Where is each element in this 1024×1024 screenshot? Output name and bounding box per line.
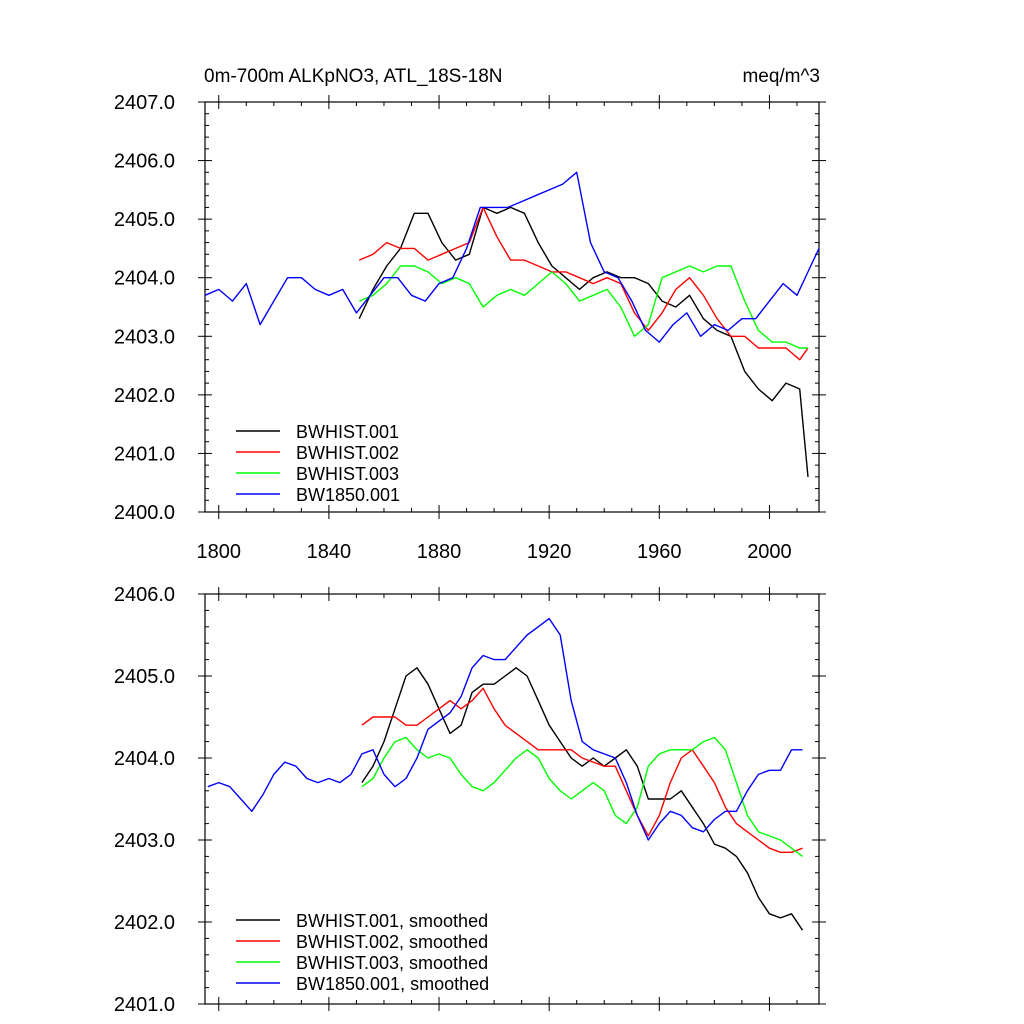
legend-label: BWHIST.001, smoothed — [296, 911, 488, 931]
axis-tick-labels: 2401.0 2402.0 2403.0 2404.0 2405.0 2406.0 — [114, 584, 175, 1016]
x-tick-label: 2000 — [747, 541, 792, 563]
plot-frame — [204, 101, 820, 513]
y-tick-label: 2405.0 — [114, 209, 175, 231]
series-lines — [204, 171, 820, 477]
legend-label: BWHIST.001 — [296, 422, 399, 442]
series-lines — [207, 617, 804, 931]
y-tick-label: 2406.0 — [114, 584, 175, 606]
y-tick-label: 2406.0 — [114, 151, 175, 173]
units-label: meq/m^3 — [742, 66, 820, 87]
y-tick-label: 2402.0 — [114, 385, 175, 407]
y-tick-label: 2403.0 — [114, 830, 175, 852]
y-tick-label: 2400.0 — [114, 502, 175, 524]
y-tick-label: 2401.0 — [114, 994, 175, 1016]
x-tick-label: 1800 — [197, 541, 242, 563]
plot-frame — [204, 593, 820, 1005]
series-line-bwhist-003-smoothed — [361, 736, 803, 857]
top-panel: 0m-700m ALKpNO3, ATL_18S-18N meq/m^3 240… — [114, 66, 826, 563]
y-tick-label: 2401.0 — [114, 443, 175, 465]
series-line-bwhist-002 — [358, 206, 809, 361]
x-tick-label: 1960 — [637, 541, 682, 563]
axis-ticks — [198, 587, 826, 1011]
legend-label: BWHIST.002 — [296, 443, 399, 463]
series-line-bwhist-001-smoothed — [361, 667, 804, 931]
y-tick-label: 2404.0 — [114, 268, 175, 290]
series-line-bwhist-003 — [358, 265, 808, 349]
legend-label: BW1850.001, smoothed — [296, 974, 489, 994]
x-tick-label: 1920 — [527, 541, 572, 563]
series-line-bw1850-001 — [204, 171, 820, 343]
y-tick-label: 2405.0 — [114, 666, 175, 688]
y-tick-label: 2407.0 — [114, 92, 175, 114]
x-tick-label: 1880 — [417, 541, 462, 563]
y-tick-label: 2403.0 — [114, 326, 175, 348]
legend-label: BWHIST.002, smoothed — [296, 932, 488, 952]
y-tick-label: 2404.0 — [114, 748, 175, 770]
axis-ticks — [198, 95, 826, 519]
y-tick-label: 2402.0 — [114, 912, 175, 934]
series-line-bwhist-002-smoothed — [361, 687, 803, 853]
legend-label: BWHIST.003, smoothed — [296, 953, 488, 973]
legend-label: BWHIST.003 — [296, 464, 399, 484]
bottom-panel: 2401.0 2402.0 2403.0 2404.0 2405.0 2406.0 BWH… — [114, 584, 826, 1016]
series-line-bw1850-001-smoothed — [207, 617, 803, 841]
plot-title: 0m-700m ALKpNO3, ATL_18S-18N — [204, 66, 503, 87]
series-line-bwhist-001 — [358, 206, 809, 477]
legend-label: BW1850.001 — [296, 485, 400, 505]
axis-tick-labels: 2400.0 2401.0 2402.0 2403.0 2404.0 2405.0 2406… — [114, 92, 792, 563]
x-tick-label: 1840 — [307, 541, 352, 563]
